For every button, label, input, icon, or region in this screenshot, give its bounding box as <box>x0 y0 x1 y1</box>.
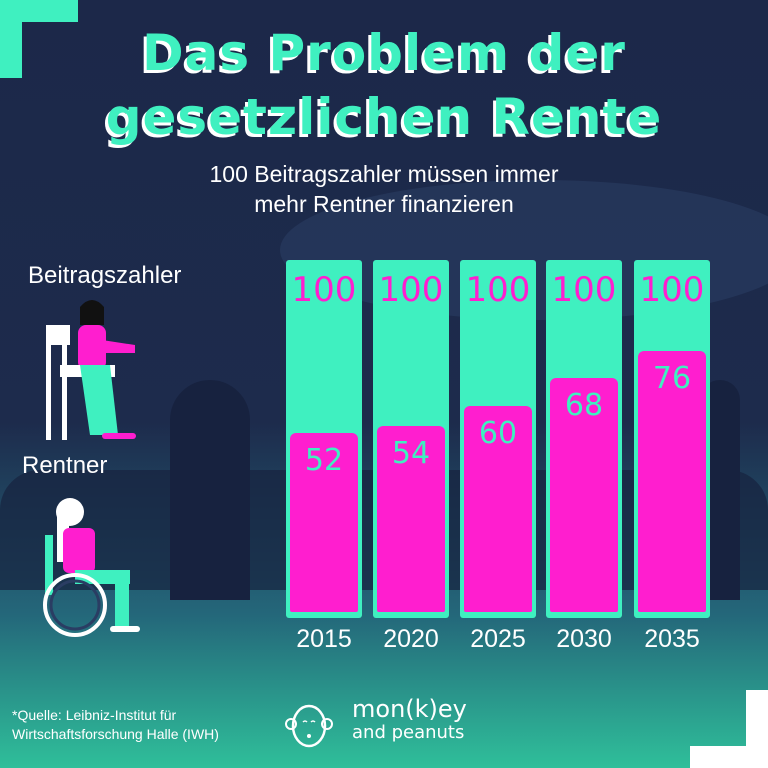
bar-label-payers: 100 <box>378 270 444 310</box>
bar-retirees-2030: 68 <box>550 378 618 612</box>
source-line-2: Wirtschaftsforschung Halle (IWH) <box>12 726 219 742</box>
title-line-2: gesetzlichen Rente <box>105 88 663 146</box>
bar-label-retirees: 52 <box>304 443 344 479</box>
corner-decoration <box>690 746 768 768</box>
legend-retirees: Rentner <box>22 452 108 479</box>
x-tick-label: 2025 <box>470 625 526 653</box>
bar-payers-2025: 100 60 <box>460 260 536 618</box>
bar-label-retirees: 60 <box>478 415 518 451</box>
bar-label-payers: 100 <box>291 270 357 310</box>
city-tower <box>170 380 250 600</box>
title-line-1: Das Problem der <box>142 24 626 82</box>
bar-retirees-2015: 52 <box>290 433 358 612</box>
x-tick-label: 2020 <box>383 625 439 653</box>
logo-line-2: and peanuts <box>352 722 465 743</box>
corner-decoration <box>0 0 78 78</box>
bar-payers-2020: 100 54 <box>373 260 449 618</box>
monkey-logo-icon <box>285 704 333 748</box>
retiree-wheelchair-illustration <box>43 498 140 637</box>
bar-label-payers: 100 <box>639 270 705 310</box>
logo-line-1: mon(k)ey <box>352 695 467 723</box>
woman-sitting-illustration <box>46 300 136 440</box>
source-note: *Quelle: Leibniz-Institut für Wirtschaft… <box>12 706 219 744</box>
subtitle-line-2: mehr Rentner finanzieren <box>254 191 514 217</box>
bar-payers-2015: 100 52 <box>286 260 362 618</box>
bar-payers-2035: 100 76 <box>634 260 710 618</box>
bar-label-payers: 100 <box>551 270 617 310</box>
bar-retirees-2035: 76 <box>638 350 706 612</box>
source-line-1: *Quelle: Leibniz-Institut für <box>12 707 177 723</box>
brand-logo: mon(k)ey and peanuts <box>352 697 467 745</box>
bar-label-retirees: 54 <box>391 436 431 472</box>
x-tick-label: 2035 <box>644 625 700 653</box>
x-tick-label: 2015 <box>296 625 352 653</box>
bar-retirees-2025: 60 <box>464 405 532 612</box>
legend-payers: Beitragszahler <box>28 262 182 289</box>
bar-payers-2030: 100 68 <box>546 260 622 618</box>
bar-label-payers: 100 <box>465 270 531 310</box>
x-tick-label: 2030 <box>556 625 612 653</box>
bar-label-retirees: 68 <box>564 388 604 424</box>
bar-label-retirees: 76 <box>652 360 692 396</box>
bar-retirees-2020: 54 <box>377 426 445 612</box>
subtitle-line-1: 100 Beitragszahler müssen immer <box>209 161 559 187</box>
